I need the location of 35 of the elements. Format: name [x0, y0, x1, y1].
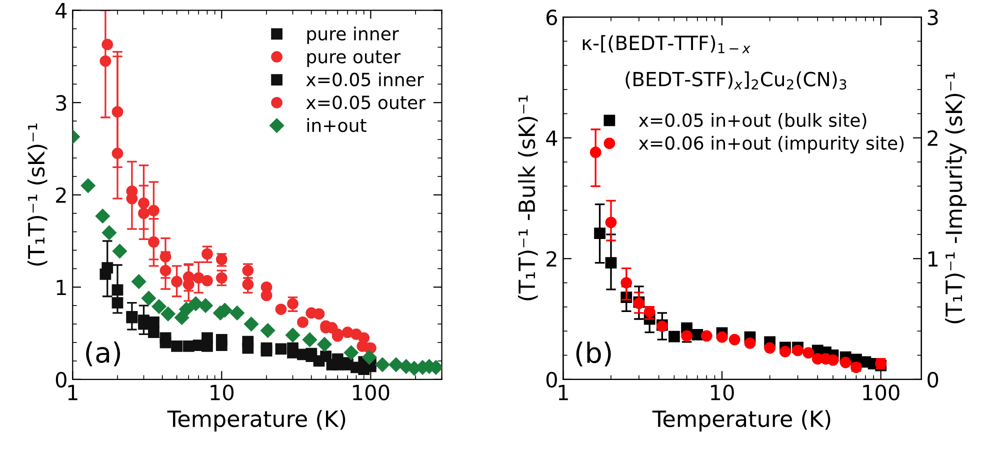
y2-tick-label: 2: [928, 130, 938, 146]
y-tick-label: 6: [546, 10, 557, 26]
x-tick-label: 1: [68, 384, 78, 400]
annotation: (a): [86, 341, 120, 366]
legend-label: x=0.05 inner: [306, 72, 424, 86]
y2-axis-title: (T₁T)⁻¹ -Impurity (sK)⁻¹: [945, 72, 967, 324]
x-tick-label: 1: [558, 384, 568, 400]
y-tick-label: 2: [546, 251, 556, 267]
x-tick-label: 100: [353, 384, 390, 400]
y-tick-label: 0: [56, 372, 66, 388]
y-tick-label: 4: [546, 130, 558, 146]
legend-label: pure inner: [307, 26, 399, 44]
x-axis-title: Temperature (K): [167, 410, 346, 432]
legend-label: x=0.06 in+out (impurity site): [638, 136, 904, 154]
x-tick-label: 10: [711, 384, 734, 400]
y-tick-label: 0: [546, 372, 557, 388]
legend-label: in+out: [307, 118, 366, 132]
y-tick-label: 2: [56, 187, 66, 203]
x-tick-label: 100: [863, 384, 900, 400]
y-tick-label: 4: [56, 3, 67, 18]
legend-label: pure outer: [307, 50, 401, 67]
y-axis-title: (T₁T)⁻¹ (sK)⁻¹: [27, 123, 48, 266]
y2-tick-label: 0: [928, 372, 938, 388]
legend-label: x=0.05 outer: [306, 96, 426, 110]
annotation: (BEDT-STF)$_{x}$]$_{2}$Cu$_{2}$(CN)$_{3}$: [626, 71, 846, 90]
annotation: κ-[(BEDT-TTF)$_{1−x}$: [582, 35, 750, 54]
y2-tick-label: 1: [928, 251, 938, 267]
y2-tick-label: 3: [928, 10, 938, 26]
legend-label: x=0.05 in+out (bulk site): [638, 113, 866, 130]
x-tick-label: 10: [210, 384, 234, 400]
x-axis-title: Temperature (K): [652, 410, 830, 432]
y-tick-label: 1: [56, 280, 66, 296]
y-tick-label: 3: [56, 95, 66, 111]
annotation: (b): [576, 342, 611, 366]
y-axis-title: (T₁T)⁻¹ -Bulk (sK)⁻¹: [518, 96, 538, 300]
